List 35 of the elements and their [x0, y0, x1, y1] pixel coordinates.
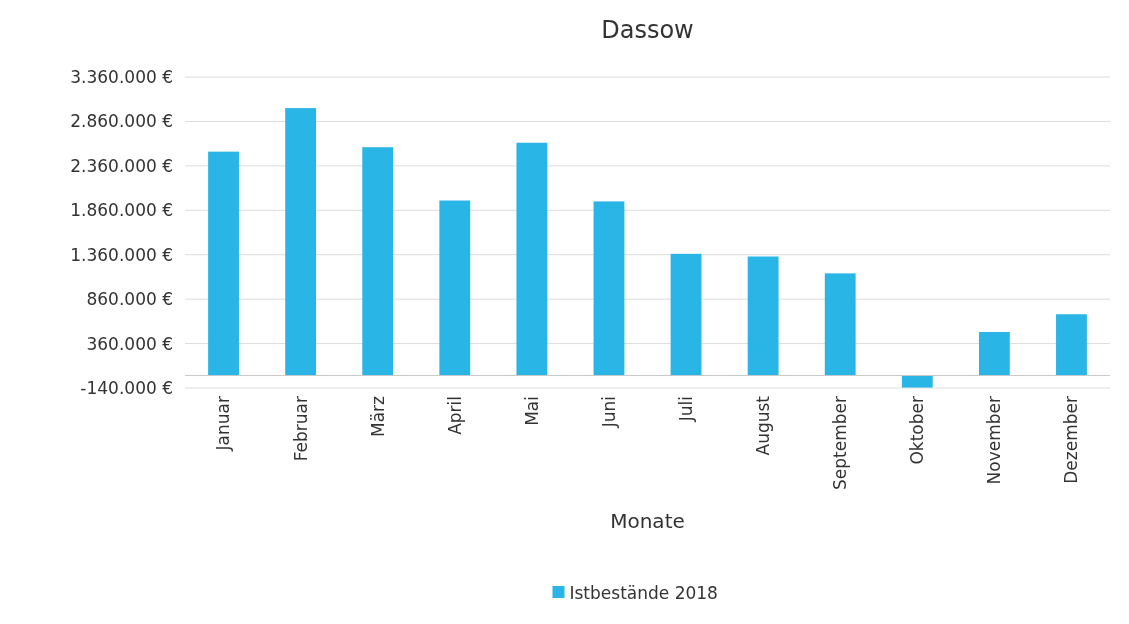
y-tick-label: 1.360.000 €	[70, 244, 173, 265]
bar	[439, 200, 471, 376]
bar	[978, 332, 1010, 376]
x-tick-label: Dezember	[1061, 395, 1082, 484]
bar	[901, 375, 933, 388]
y-tick-label: 2.860.000 €	[70, 111, 173, 132]
bar	[747, 256, 779, 376]
y-tick-label: -140.000 €	[80, 377, 173, 398]
x-tick-label: September	[830, 395, 851, 490]
bar	[824, 273, 856, 376]
x-tick-label: April	[444, 396, 465, 435]
x-tick-label: Oktober	[907, 395, 928, 465]
bar	[362, 147, 394, 376]
bar	[1056, 314, 1087, 376]
y-tick-label: 360.000 €	[86, 333, 173, 354]
y-tick-label: 2.360.000 €	[70, 155, 173, 176]
y-tick-label: 3.360.000 €	[70, 66, 173, 87]
bar	[593, 201, 625, 376]
x-tick-label: August	[753, 395, 774, 456]
legend-label: Istbestände 2018	[569, 582, 718, 603]
x-tick-label: Januar	[213, 395, 234, 452]
y-tick-label: 1.860.000 €	[70, 200, 173, 221]
bar	[208, 151, 239, 376]
chart-title: Dassow	[601, 16, 694, 44]
bar	[285, 108, 317, 376]
bar	[516, 142, 548, 376]
x-tick-label: Februar	[290, 396, 311, 462]
x-tick-label: Mai	[521, 396, 542, 426]
bar	[670, 253, 702, 376]
x-tick-label: Juni	[598, 396, 619, 429]
x-axis-title: Monate	[610, 509, 685, 533]
x-tick-label: März	[367, 395, 388, 437]
x-tick-label: Juli	[675, 396, 696, 423]
y-tick-label: 860.000 €	[86, 289, 173, 310]
x-tick-label: November	[984, 395, 1005, 485]
